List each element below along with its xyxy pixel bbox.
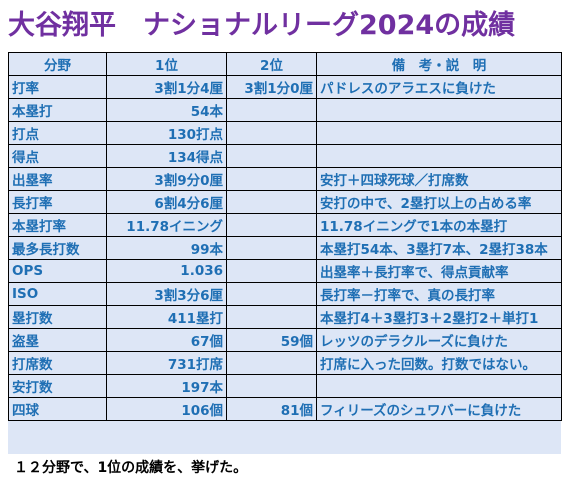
page-title: 大谷翔平 ナショナルリーグ2024の成績 — [8, 10, 516, 41]
first-place-cell: 3割1分4厘 — [106, 75, 227, 99]
first-place-cell: 3割9分0厘 — [106, 167, 227, 191]
second-place-cell: 81個 — [226, 397, 317, 421]
table-row: ISO 3割3分6厘 長打率－打率で、真の長打率 — [8, 282, 562, 306]
table-row: OPS 1.036 出塁率＋長打率で、得点貢献率 — [8, 259, 562, 283]
category-cell: OPS — [8, 259, 107, 283]
first-place-cell: 6割4分6厘 — [106, 190, 227, 214]
first-place-cell: 130打点 — [106, 121, 227, 145]
table-row: 本塁打率 11.78イニング 11.78イニングで1本の本塁打 — [8, 213, 562, 237]
remarks-cell: 出塁率＋長打率で、得点貢献率 — [316, 259, 562, 283]
second-place-cell — [226, 282, 317, 306]
category-cell: 打率 — [8, 75, 107, 99]
first-place-cell: 3割3分6厘 — [106, 282, 227, 306]
category-cell: 得点 — [8, 144, 107, 168]
remarks-cell: 長打率－打率で、真の長打率 — [316, 282, 562, 306]
second-place-cell — [226, 236, 317, 260]
table-row: 打点 130打点 — [8, 121, 562, 145]
table-row: 塁打数 411塁打 本塁打4＋3塁打3＋2塁打2＋単打1 — [8, 305, 562, 329]
table-row: 安打数 197本 — [8, 374, 562, 398]
header-row: 分野 1位 2位 備 考・説 明 — [8, 52, 562, 76]
table-row: 打率 3割1分4厘 3割1分0厘 パドレスのアラエスに負けた — [8, 75, 562, 99]
remarks-cell: 安打＋四球死球／打席数 — [316, 167, 562, 191]
remarks-cell — [316, 144, 562, 168]
category-cell: 安打数 — [8, 374, 107, 398]
remarks-cell — [316, 98, 562, 122]
first-place-cell: 67個 — [106, 328, 227, 352]
remarks-cell: 本塁打4＋3塁打3＋2塁打2＋単打1 — [316, 305, 562, 329]
remarks-cell: パドレスのアラエスに負けた — [316, 75, 562, 99]
second-place-cell — [226, 213, 317, 237]
table-row: 四球 106個 81個 フィリーズのシュワバーに負けた — [8, 397, 562, 421]
stats-table: 分野 1位 2位 備 考・説 明 打率 3割1分4厘 3割1分0厘 パドレスのアラエス… — [8, 52, 562, 421]
second-place-cell — [226, 167, 317, 191]
first-place-cell: 731打席 — [106, 351, 227, 375]
category-cell: 出塁率 — [8, 167, 107, 191]
header-remarks: 備 考・説 明 — [316, 52, 562, 76]
remarks-cell: 本塁打54本、3塁打7本、2塁打38本 — [316, 236, 562, 260]
category-cell: ISO — [8, 282, 107, 306]
first-place-cell: 54本 — [106, 98, 227, 122]
category-cell: 最多長打数 — [8, 236, 107, 260]
remarks-cell: 11.78イニングで1本の本塁打 — [316, 213, 562, 237]
category-cell: 塁打数 — [8, 305, 107, 329]
first-place-cell: 197本 — [106, 374, 227, 398]
remarks-cell — [316, 121, 562, 145]
category-cell: 本塁打率 — [8, 213, 107, 237]
header-first: 1位 — [106, 52, 227, 76]
remarks-cell: フィリーズのシュワバーに負けた — [316, 397, 562, 421]
table-row: 盗塁 67個 59個 レッツのデラクルーズに負けた — [8, 328, 562, 352]
second-place-cell — [226, 305, 317, 329]
remarks-cell: 安打の中で、2塁打以上の占める率 — [316, 190, 562, 214]
first-place-cell: 106個 — [106, 397, 227, 421]
category-cell: 盗塁 — [8, 328, 107, 352]
second-place-cell — [226, 351, 317, 375]
category-cell: 長打率 — [8, 190, 107, 214]
second-place-cell — [226, 374, 317, 398]
second-place-cell: 59個 — [226, 328, 317, 352]
second-place-cell — [226, 121, 317, 145]
first-place-cell: 411塁打 — [106, 305, 227, 329]
remarks-cell: レッツのデラクルーズに負けた — [316, 328, 562, 352]
table-row: 最多長打数 99本 本塁打54本、3塁打7本、2塁打38本 — [8, 236, 562, 260]
category-cell: 本塁打 — [8, 98, 107, 122]
category-cell: 四球 — [8, 397, 107, 421]
table-row: 得点 134得点 — [8, 144, 562, 168]
table-row: 長打率 6割4分6厘 安打の中で、2塁打以上の占める率 — [8, 190, 562, 214]
second-place-cell — [226, 98, 317, 122]
first-place-cell: 1.036 — [106, 259, 227, 283]
remarks-cell — [316, 374, 562, 398]
second-place-cell — [226, 144, 317, 168]
remarks-cell: 打席に入った回数。打数ではない。 — [316, 351, 562, 375]
header-second: 2位 — [226, 52, 317, 76]
table-row: 本塁打 54本 — [8, 98, 562, 122]
second-place-cell — [226, 190, 317, 214]
category-cell: 打席数 — [8, 351, 107, 375]
table-row: 出塁率 3割9分0厘 安打＋四球死球／打席数 — [8, 167, 562, 191]
category-cell: 打点 — [8, 121, 107, 145]
first-place-cell: 11.78イニング — [106, 213, 227, 237]
second-place-cell — [226, 259, 317, 283]
table-row: 打席数 731打席 打席に入った回数。打数ではない。 — [8, 351, 562, 375]
first-place-cell: 134得点 — [106, 144, 227, 168]
header-category: 分野 — [8, 52, 107, 76]
first-place-cell: 99本 — [106, 236, 227, 260]
footer-note: １２分野で、1位の成績を、挙げた。 — [14, 460, 248, 476]
second-place-cell: 3割1分0厘 — [226, 75, 317, 99]
